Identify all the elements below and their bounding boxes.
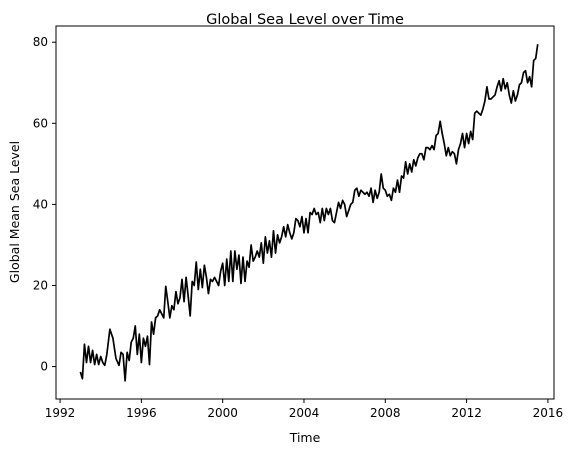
series-line-1 bbox=[79, 44, 539, 382]
x-axis-label: Time bbox=[289, 430, 321, 445]
x-tick-label: 2004 bbox=[289, 406, 320, 420]
plot-area bbox=[55, 25, 555, 400]
x-tick-label: 1992 bbox=[45, 406, 76, 420]
x-tick-label: 2008 bbox=[370, 406, 401, 420]
x-axis-ticks: 1992 1996 2000 2004 2008 2012 2016 bbox=[45, 399, 563, 420]
y-axis-ticks: 0 20 40 60 80 bbox=[33, 35, 56, 374]
y-axis-label: Global Mean Sea Level bbox=[7, 141, 22, 283]
y-tick-label: 0 bbox=[40, 360, 48, 374]
x-tick-label: 1996 bbox=[126, 406, 157, 420]
y-tick-label: 60 bbox=[33, 116, 48, 130]
y-tick-label: 40 bbox=[33, 197, 48, 211]
chart-title: Global Sea Level over Time bbox=[206, 12, 404, 28]
series-layer bbox=[79, 44, 539, 382]
x-tick-label: 2000 bbox=[207, 406, 238, 420]
y-tick-label: 20 bbox=[33, 278, 48, 292]
axes-frame bbox=[55, 25, 555, 400]
x-tick-label: 2012 bbox=[451, 406, 482, 420]
y-tick-label: 80 bbox=[33, 35, 48, 49]
x-tick-label: 2016 bbox=[533, 406, 564, 420]
